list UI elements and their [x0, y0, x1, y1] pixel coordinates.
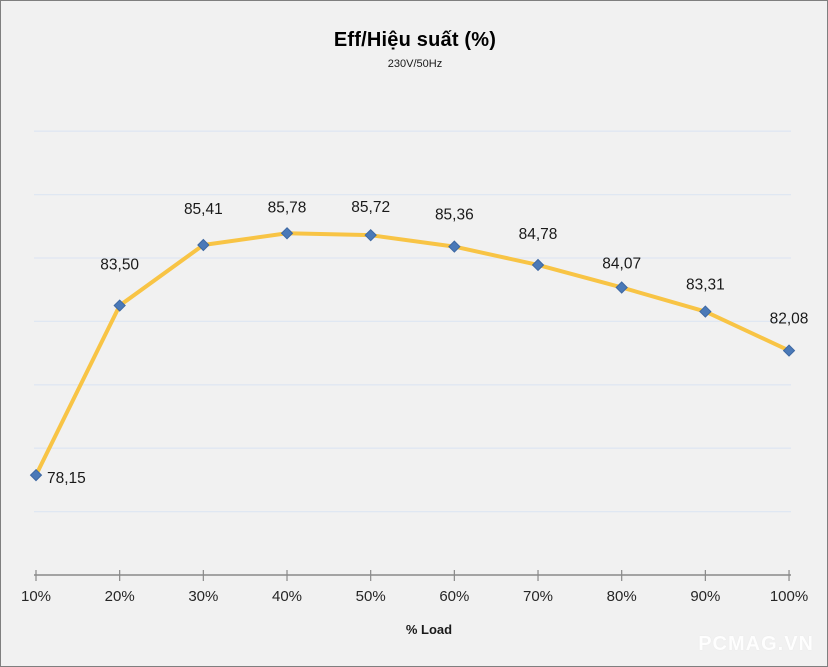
x-axis-tick-label: 10%: [21, 588, 51, 605]
data-label: 85,78: [268, 199, 307, 216]
x-axis-tick-label: 90%: [690, 588, 720, 605]
x-axis-tick-label: 80%: [607, 588, 637, 605]
x-axis-tick-label: 100%: [770, 588, 808, 605]
data-point: [699, 305, 712, 318]
x-axis-tick-label: 60%: [439, 588, 469, 605]
x-axis-title: % Load: [405, 622, 453, 637]
x-axis-tick-label: 30%: [188, 588, 218, 605]
x-axis-labels: 10% 20% 30% 40% 50% 60% 70% 80% 90% 100%: [21, 588, 808, 605]
data-label: 85,41: [184, 201, 223, 218]
x-axis-tick-label: 70%: [523, 588, 553, 605]
data-point: [782, 344, 796, 357]
data-point: [197, 238, 210, 252]
data-label: 85,36: [435, 207, 474, 224]
data-label: 84,78: [519, 226, 558, 243]
chart-title: Eff/Hiệu suất (%): [333, 29, 497, 51]
data-point-markers: [29, 227, 796, 482]
series-line: [34, 231, 792, 478]
data-point: [280, 227, 294, 240]
gridlines: [34, 130, 791, 513]
x-axis-tick-label: 50%: [356, 588, 386, 605]
data-label: 84,07: [602, 255, 641, 272]
data-label: 82,08: [770, 311, 809, 328]
data-point: [448, 240, 461, 253]
watermark: PCMAG.VN: [698, 633, 814, 655]
data-point: [531, 258, 545, 272]
data-labels: 78,15 83,50 85,41 85,78 85,72 85,36 84,78 84,07…: [47, 199, 808, 487]
data-point: [364, 228, 377, 242]
x-axis-ticks: [35, 570, 790, 581]
data-point: [113, 299, 126, 312]
x-axis-tick-label: 20%: [105, 588, 135, 605]
data-label: 83,50: [100, 257, 139, 274]
data-point: [615, 281, 628, 294]
data-point: [29, 468, 43, 482]
data-label: 85,72: [351, 199, 390, 216]
chart-subtitle: 230V/50Hz: [387, 58, 443, 70]
data-label: 83,31: [686, 277, 725, 294]
data-label: 78,15: [47, 470, 86, 487]
x-axis-tick-label: 40%: [272, 588, 302, 605]
